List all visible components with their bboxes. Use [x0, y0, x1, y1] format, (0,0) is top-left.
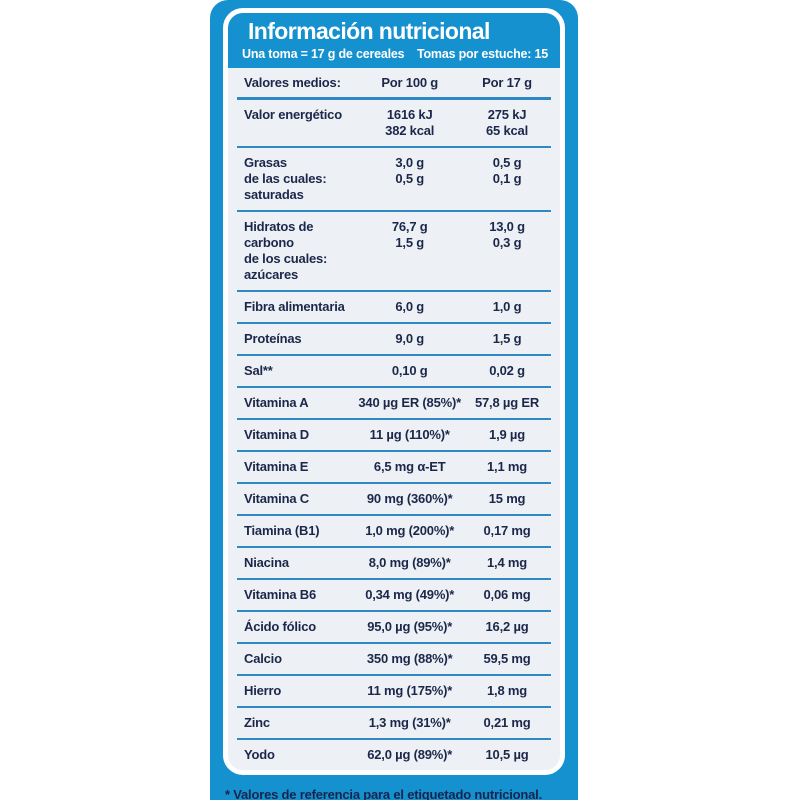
value-per-100g: 11 mg (175%)*	[367, 683, 453, 698]
servings-per-pack-note: Tomas por estuche: 15	[416, 47, 548, 61]
table-row-calcium: Calcio 350 mg (88%)* 59,5 mg	[237, 644, 551, 676]
value-per-100g: 340 µg ER (85%)*	[358, 395, 461, 410]
nutrient-name: Vitamina E	[244, 459, 309, 474]
value-per-100g: 8,0 mg (89%)*	[368, 555, 451, 570]
value-per-17g: 10,5 µg	[485, 747, 529, 762]
table-row-carbohydrate: Hidratos de carbono de los cuales: azúcar…	[237, 212, 551, 292]
value-per-100g: 76,7 g 1,5 g	[391, 219, 428, 250]
table-row-protein: Proteínas 9,0 g 1,5 g	[237, 324, 551, 356]
serving-strip: Una toma = 17 g de cereales Tomas por es…	[228, 47, 560, 68]
nutrient-name: Grasas de las cuales: saturadas	[244, 155, 327, 202]
value-per-100g: 11 µg (110%)*	[369, 427, 450, 442]
value-per-100g: 90 mg (360%)*	[366, 491, 453, 506]
table-row-vitamin-c: Vitamina C 90 mg (360%)* 15 mg	[237, 484, 551, 516]
value-per-17g: 1,8 mg	[487, 683, 527, 698]
nutrient-name: Vitamina C	[244, 491, 309, 506]
panel-title: Información nutricional	[248, 18, 490, 44]
value-per-100g: 3,0 g 0,5 g	[395, 155, 424, 186]
value-per-100g: 6,5 mg α-ET	[373, 459, 446, 474]
table-row-thiamin: Tiamina (B1) 1,0 mg (200%)* 0,17 mg	[237, 516, 551, 548]
footnote-reference-values: * Valores de referencia para el etiqueta…	[225, 787, 543, 800]
value-per-17g: 0,02 g	[489, 363, 525, 378]
table-row-niacin: Niacina 8,0 mg (89%)* 1,4 mg	[237, 548, 551, 580]
nutrient-name: Valor energético	[244, 107, 342, 122]
nutrient-name: Yodo	[244, 747, 275, 762]
value-per-17g: 15 mg	[488, 491, 526, 506]
nutrient-name: Ácido fólico	[244, 619, 316, 634]
nutrient-name: Sal**	[244, 363, 273, 378]
table-row-folic-acid: Ácido fólico 95,0 µg (95%)* 16,2 µg	[237, 612, 551, 644]
value-per-100g: 62,0 µg (89%)*	[367, 747, 453, 762]
nutrient-name: Niacina	[244, 555, 289, 570]
value-per-17g: 57,8 µg ER	[475, 395, 540, 410]
column-header-per-17g: Por 17 g	[482, 75, 532, 90]
column-header-per-100g: Por 100 g	[381, 75, 439, 90]
nutrient-name: Fibra alimentaria	[244, 299, 345, 314]
value-per-17g: 0,17 mg	[483, 523, 531, 538]
value-per-100g: 0,34 mg (49%)*	[365, 587, 455, 602]
table-row-energy: Valor energético 1616 kJ 382 kcal 275 kJ 6…	[237, 100, 551, 148]
table-row-zinc: Zinc 1,3 mg (31%)* 0,21 mg	[237, 708, 551, 740]
value-per-17g: 1,0 g	[492, 299, 522, 314]
value-per-100g: 0,10 g	[391, 363, 428, 378]
table-header-row: Valores medios: Por 100 g Por 17 g	[237, 68, 551, 100]
nutrient-name: Zinc	[244, 715, 270, 730]
value-per-17g: 275 kJ 65 kcal	[486, 107, 528, 138]
value-per-100g: 350 mg (88%)*	[366, 651, 453, 666]
column-header-values: Valores medios:	[244, 75, 341, 90]
value-per-100g: 1,3 mg (31%)*	[368, 715, 451, 730]
nutrient-name: Calcio	[244, 651, 282, 666]
serving-size-note: Una toma = 17 g de cereales	[242, 47, 405, 61]
value-per-17g: 1,5 g	[492, 331, 522, 346]
value-per-100g: 1,0 mg (200%)*	[365, 523, 455, 538]
nutrient-name: Vitamina A	[244, 395, 309, 410]
value-per-17g: 59,5 mg	[483, 651, 531, 666]
nutrient-name: Vitamina D	[244, 427, 309, 442]
value-per-17g: 1,4 mg	[487, 555, 527, 570]
nutrition-table: Valores medios: Por 100 g Por 17 g Valor…	[228, 68, 560, 770]
footnotes: * Valores de referencia para el etiqueta…	[210, 775, 578, 800]
value-per-17g: 1,9 µg	[489, 427, 525, 442]
value-per-17g: 1,1 mg	[487, 459, 527, 474]
table-row-iron: Hierro 11 mg (175%)* 1,8 mg	[237, 676, 551, 708]
value-per-17g: 16,2 µg	[485, 619, 529, 634]
value-per-100g: 1616 kJ 382 kcal	[385, 107, 435, 138]
value-per-100g: 6,0 g	[395, 299, 424, 314]
nutrition-panel: Información nutricional Una toma = 17 g …	[210, 0, 578, 800]
nutrient-name: Tiamina (B1)	[244, 523, 320, 538]
table-row-iodine: Yodo 62,0 µg (89%)* 10,5 µg	[237, 740, 551, 770]
table-row-fibre: Fibra alimentaria 6,0 g 1,0 g	[237, 292, 551, 324]
value-per-17g: 0,21 mg	[483, 715, 531, 730]
table-row-salt: Sal** 0,10 g 0,02 g	[237, 356, 551, 388]
value-per-17g: 13,0 g 0,3 g	[489, 219, 525, 250]
table-row-vitamin-b6: Vitamina B6 0,34 mg (49%)* 0,06 mg	[237, 580, 551, 612]
value-per-100g: 95,0 µg (95%)*	[367, 619, 453, 634]
nutrient-name: Proteínas	[244, 331, 302, 346]
table-row-vitamin-e: Vitamina E 6,5 mg α-ET 1,1 mg	[237, 452, 551, 484]
value-per-17g: 0,5 g 0,1 g	[492, 155, 522, 186]
nutrient-name: Vitamina B6	[244, 587, 316, 602]
table-row-vitamin-a: Vitamina A 340 µg ER (85%)* 57,8 µg ER	[237, 388, 551, 420]
nutrient-name: Hierro	[244, 683, 282, 698]
table-row-vitamin-d: Vitamina D 11 µg (110%)* 1,9 µg	[237, 420, 551, 452]
nutrition-card: Información nutricional Una toma = 17 g …	[223, 8, 565, 775]
value-per-17g: 0,06 mg	[483, 587, 531, 602]
card-header: Información nutricional Una toma = 17 g …	[228, 13, 560, 68]
nutrient-name: Hidratos de carbono de los cuales: azúcar…	[244, 219, 328, 282]
table-row-fat: Grasas de las cuales: saturadas 3,0 g 0,5 …	[237, 148, 551, 212]
value-per-100g: 9,0 g	[395, 331, 424, 346]
